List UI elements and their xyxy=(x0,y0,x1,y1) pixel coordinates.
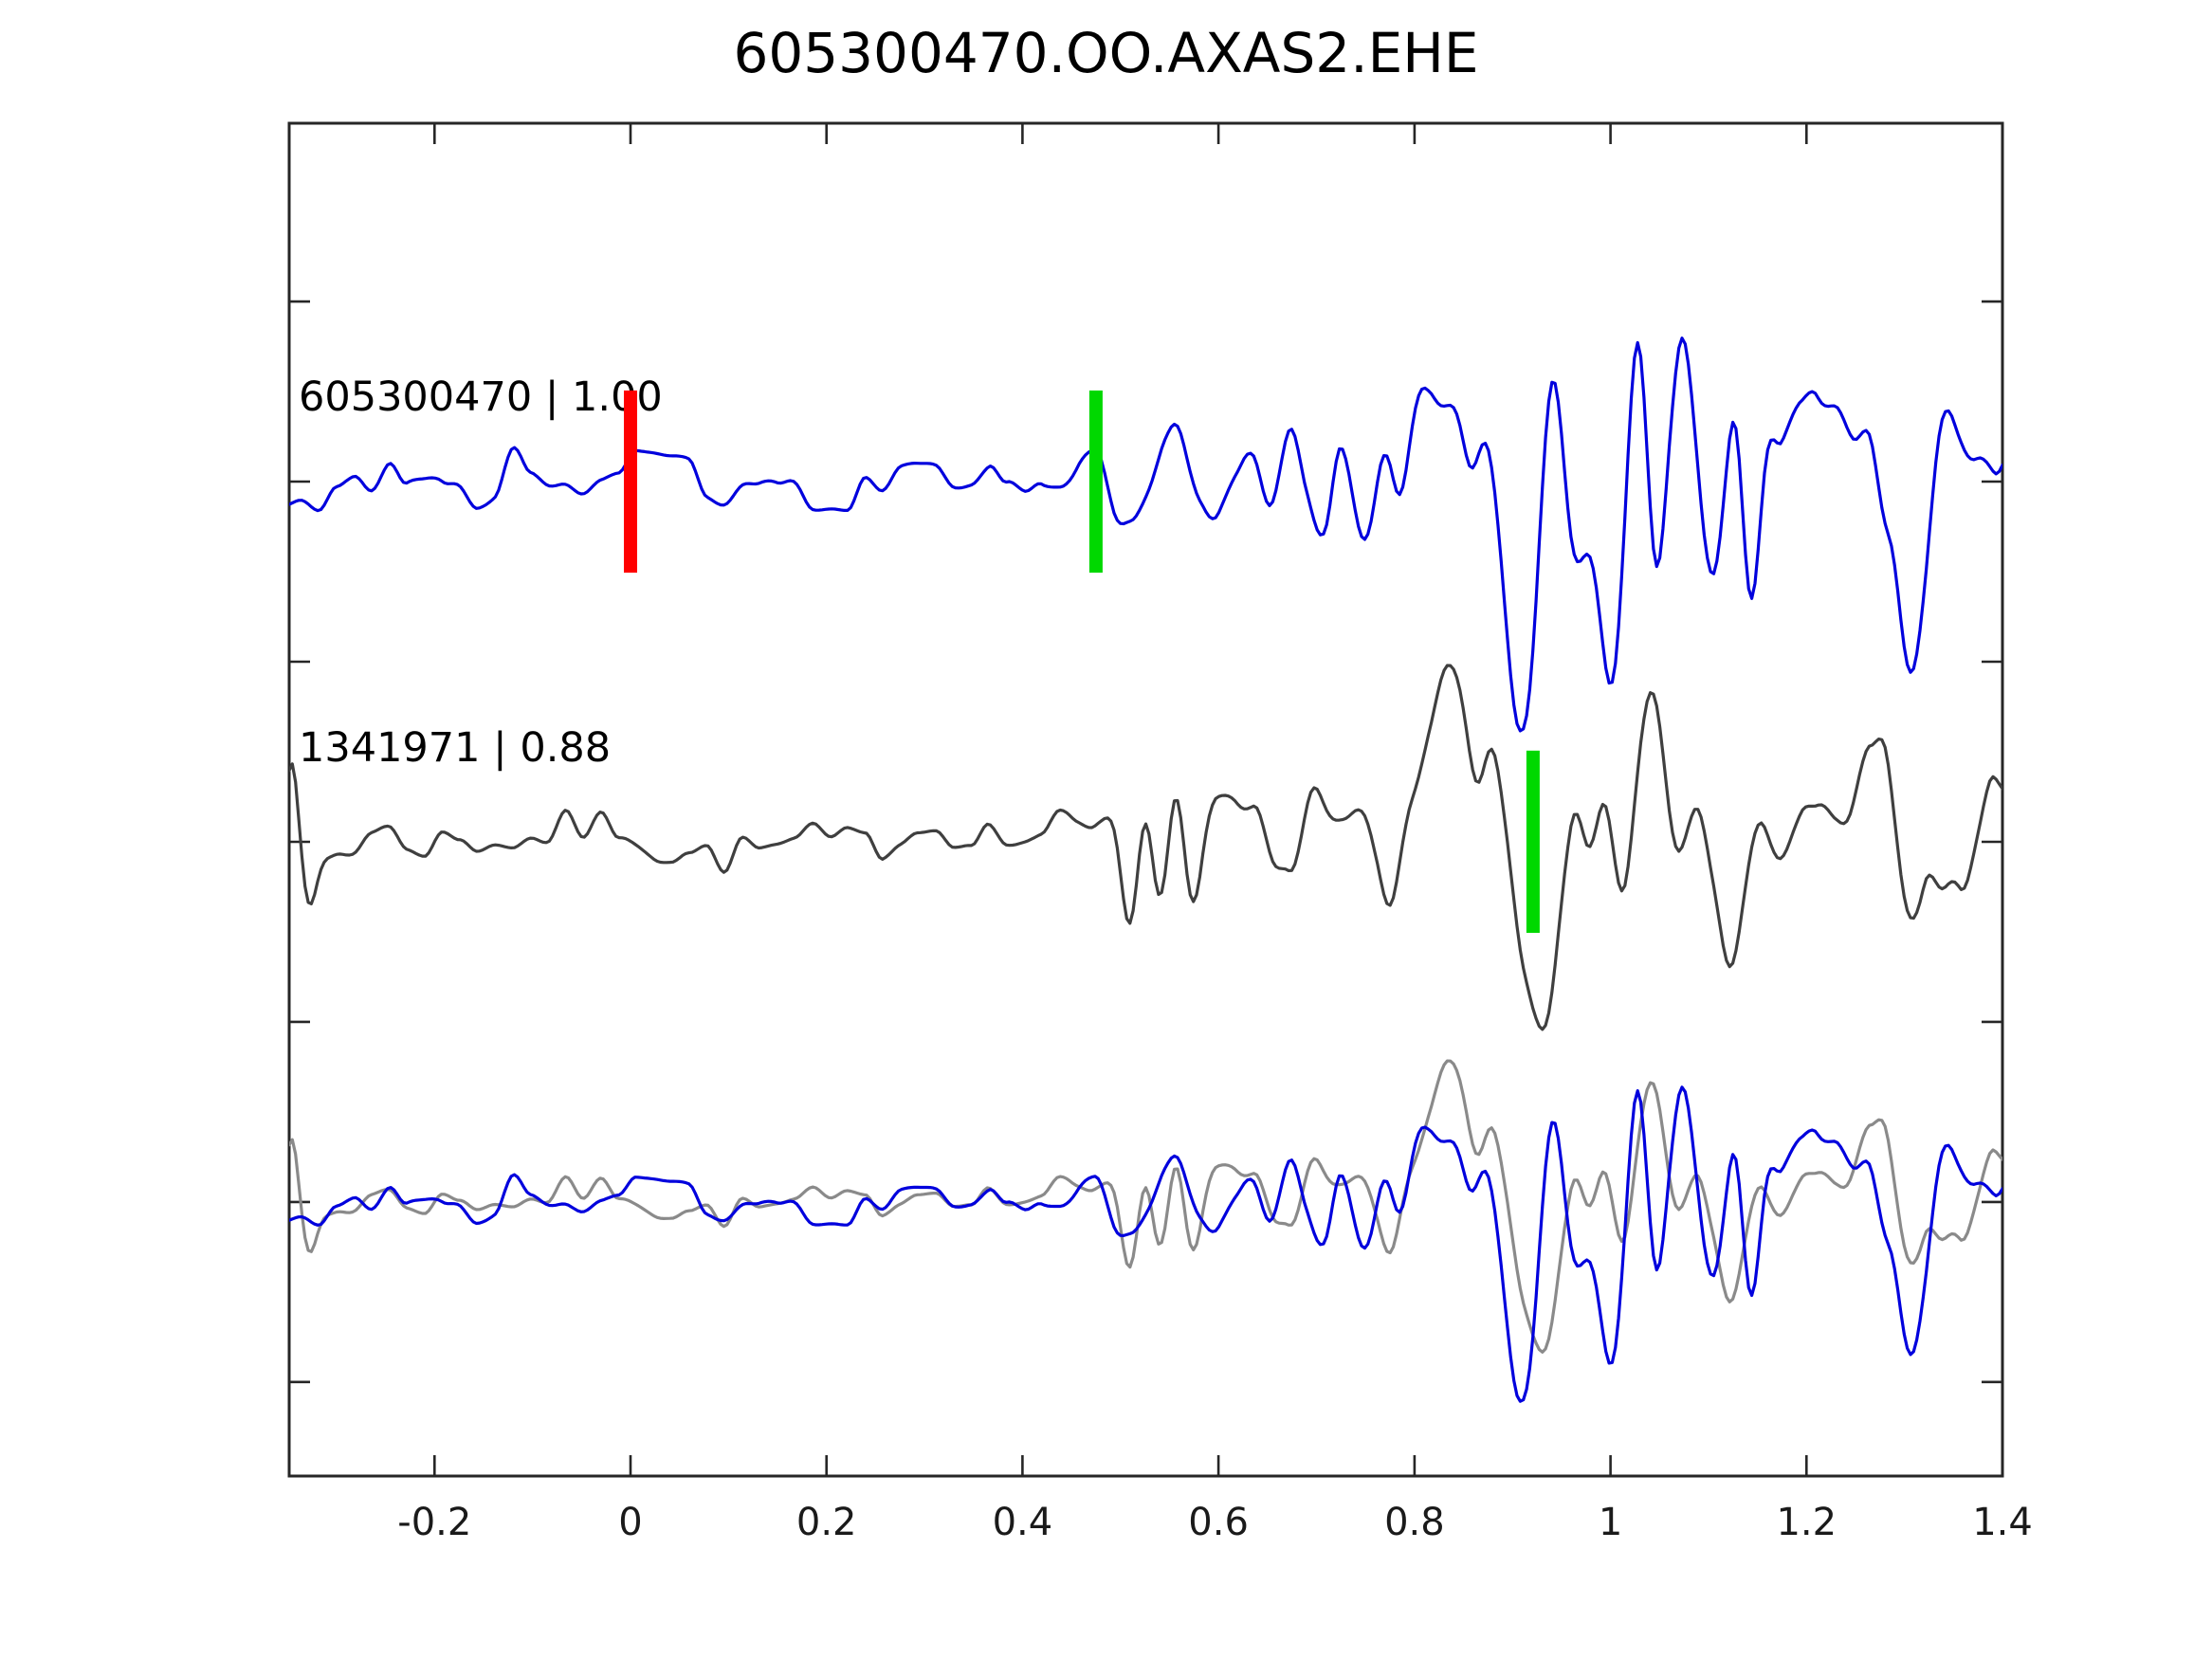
detection-1341971-overlay-path xyxy=(289,1059,2002,1354)
template-marker-green xyxy=(1088,390,1103,574)
detection-marker-green xyxy=(1526,750,1540,933)
template-605300470-overlay-path xyxy=(289,1085,2002,1403)
pick-marker-red xyxy=(624,390,637,574)
template-605300470-path xyxy=(289,337,2002,733)
detection-trace-label: 1341971 | 0.88 xyxy=(299,724,612,772)
plot-title: 605300470.OO.AXAS2.EHE xyxy=(733,21,1479,85)
detection-1341971-path xyxy=(289,664,2002,1031)
template-trace-label: 605300470 | 1.00 xyxy=(299,374,663,421)
plot-border xyxy=(287,121,2004,1478)
